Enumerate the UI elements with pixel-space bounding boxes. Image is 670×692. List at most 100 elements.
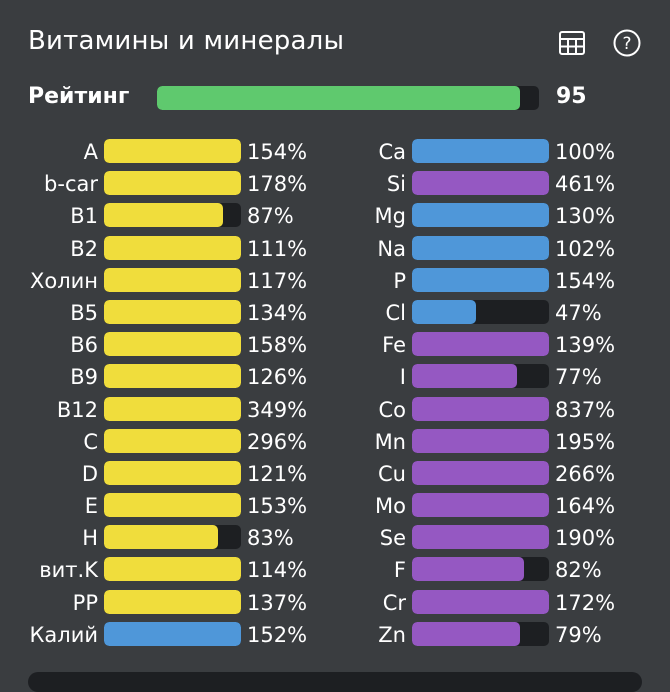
nutrient-percent: 126% <box>247 365 308 390</box>
nutrient-name: C <box>83 429 98 454</box>
table-icon[interactable] <box>557 28 587 58</box>
nutrient-bar <box>412 235 549 260</box>
nutrient-bar <box>104 589 241 614</box>
nutrient-bar <box>104 139 241 163</box>
nutrient-percent: 164% <box>555 494 616 519</box>
nutrient-bar-fill <box>104 171 241 196</box>
nutrient-bar-fill <box>412 139 549 163</box>
nutrient-percent: 153% <box>247 494 308 519</box>
nutrient-name: B9 <box>70 365 98 390</box>
nutrient-bar <box>104 460 241 485</box>
nutrient-bar-fill <box>104 428 241 453</box>
nutrient-bar <box>412 589 549 614</box>
nutrient-bar <box>104 203 241 228</box>
nutrient-percent: 102% <box>555 236 616 261</box>
nutrient-bar-fill <box>104 332 241 357</box>
nutrient-bar <box>104 396 241 421</box>
nutrient-bar <box>412 203 549 228</box>
nutrient-name: H <box>82 526 98 551</box>
nutrient-bar-fill <box>412 203 549 228</box>
nutrient-percent: 100% <box>555 140 616 164</box>
nutrient-bar-fill <box>104 267 241 292</box>
nutrient-percent: 117% <box>247 268 308 293</box>
nutrient-name: B5 <box>70 300 98 325</box>
nutrient-bar <box>104 621 241 646</box>
nutrient-percent: 79% <box>555 622 602 647</box>
nutrient-bar <box>412 267 549 292</box>
nutrient-name: F <box>393 558 406 583</box>
svg-text:?: ? <box>622 34 631 54</box>
nutrient-bar-fill <box>412 460 549 485</box>
nutrient-bar <box>104 299 241 324</box>
nutrient-percent: 87% <box>247 204 294 229</box>
nutrient-bar <box>412 299 549 324</box>
nutrient-name: Mo <box>375 494 406 519</box>
nutrient-bar <box>412 428 549 453</box>
nutrient-name: Mg <box>374 204 406 229</box>
nutrient-bar-fill <box>412 396 549 421</box>
nutrient-percent: 121% <box>247 461 308 486</box>
nutrient-bar <box>412 171 549 196</box>
nutrient-percent: 47% <box>555 300 602 325</box>
nutrient-bar <box>412 460 549 485</box>
page-title: Витамины и минералы <box>28 26 345 56</box>
nutrient-bar <box>104 557 241 582</box>
nutrient-bar-fill <box>104 299 241 324</box>
nutrient-percent: 461% <box>555 172 616 197</box>
rating-label: Рейтинг <box>28 84 130 109</box>
nutrient-bar-fill <box>104 557 241 582</box>
nutrient-name: Zn <box>378 622 406 647</box>
nutrient-bar <box>104 364 241 389</box>
nutrient-bar-fill <box>412 557 525 582</box>
nutrient-bar-fill <box>412 171 549 196</box>
nutrient-name: Cu <box>378 461 406 486</box>
nutrient-percent: 137% <box>247 590 308 615</box>
nutrient-name: Mn <box>374 429 406 454</box>
nutrient-bar-fill <box>104 493 241 518</box>
nutrient-percent: 83% <box>247 526 294 551</box>
nutrient-bar-fill <box>104 364 241 389</box>
nutrient-percent: 82% <box>555 558 602 583</box>
nutrient-bar <box>104 171 241 196</box>
nutrient-name: E <box>84 494 98 519</box>
nutrient-bar-fill <box>104 396 241 421</box>
nutrient-bar <box>412 493 549 518</box>
nutrient-bar-fill <box>104 621 241 646</box>
nutrient-bar-fill <box>412 428 549 453</box>
nutrient-percent: 190% <box>555 526 616 551</box>
nutrient-bar-fill <box>412 589 549 614</box>
nutrient-bar-fill <box>104 589 241 614</box>
nutrient-name: Na <box>377 236 406 261</box>
nutrient-percent: 130% <box>555 204 616 229</box>
nutrient-bar-fill <box>412 525 549 550</box>
nutrient-name: Калий <box>29 622 99 647</box>
nutrient-bar-fill <box>412 332 549 357</box>
nutrient-bar <box>412 621 549 646</box>
nutrient-percent: 152% <box>247 622 308 647</box>
nutrient-percent: 178% <box>247 172 308 197</box>
nutrient-name: Холин <box>29 268 98 293</box>
nutrient-name: PP <box>72 590 98 615</box>
nutrient-bar-fill <box>104 525 218 550</box>
nutrient-bar-fill <box>412 493 549 518</box>
bottom-panel <box>28 672 642 692</box>
nutrient-bar <box>412 364 549 389</box>
rating-bar <box>157 86 539 110</box>
nutrient-name: I <box>399 365 406 390</box>
nutrient-bar <box>412 557 549 582</box>
nutrient-name: D <box>81 461 98 486</box>
nutrient-name: Cl <box>385 300 407 325</box>
nutrient-percent: 77% <box>555 365 602 390</box>
rating-value: 95 <box>556 84 587 109</box>
nutrient-percent: 266% <box>555 461 616 486</box>
nutrient-bar <box>104 525 241 550</box>
nutrient-name: Se <box>379 526 406 551</box>
help-icon[interactable]: ? <box>612 28 642 58</box>
nutrient-bar-fill <box>104 139 241 163</box>
nutrient-percent: 172% <box>555 590 616 615</box>
nutrient-percent: 154% <box>555 268 616 293</box>
nutrient-bar <box>412 139 549 163</box>
nutrient-bar-fill <box>412 364 518 389</box>
nutrient-bar <box>412 332 549 357</box>
nutrient-bar-fill <box>104 235 241 260</box>
